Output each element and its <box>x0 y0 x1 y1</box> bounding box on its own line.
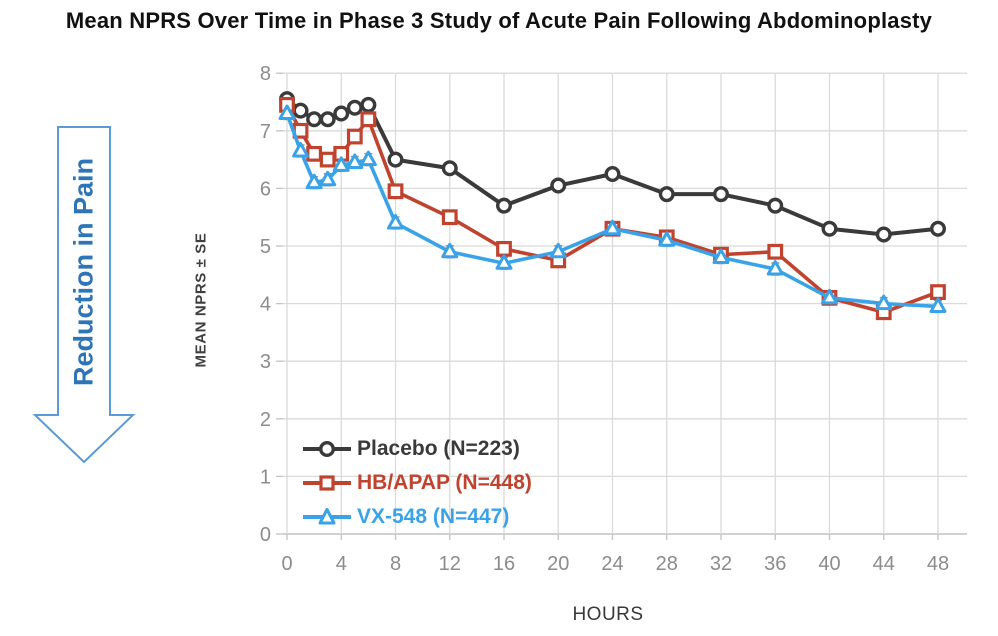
legend-item-vx548: VX-548 (N=447) <box>301 502 532 532</box>
svg-text:8: 8 <box>390 553 401 575</box>
svg-text:48: 48 <box>927 553 949 575</box>
svg-text:2: 2 <box>260 409 271 431</box>
svg-text:4: 4 <box>336 553 347 575</box>
vx548-line-triangle-icon <box>303 508 351 525</box>
svg-text:6: 6 <box>260 178 271 200</box>
hb-apap-line-square-icon <box>303 475 351 491</box>
down-arrow-icon <box>32 126 136 464</box>
svg-text:16: 16 <box>493 553 515 575</box>
svg-text:32: 32 <box>710 553 732 575</box>
x-axis-title: HOURS <box>572 604 644 625</box>
svg-text:28: 28 <box>656 553 678 575</box>
page-title: Mean NPRS Over Time in Phase 3 Study of … <box>65 8 933 33</box>
svg-text:1: 1 <box>260 466 271 488</box>
chart-legend: Placebo (N=223) HB/APAP (N=448) VX-548 (… <box>301 434 532 532</box>
legend-item-placebo: Placebo (N=223) <box>301 434 532 464</box>
legend-label-vx548: VX-548 (N=447) <box>357 505 510 528</box>
svg-text:5: 5 <box>260 236 271 258</box>
svg-text:36: 36 <box>764 553 786 575</box>
placebo-line-circle-icon <box>303 440 351 458</box>
svg-text:40: 40 <box>818 553 840 575</box>
svg-text:7: 7 <box>260 121 271 143</box>
svg-text:4: 4 <box>260 294 271 316</box>
legend-item-hb-apap: HB/APAP (N=448) <box>301 468 532 498</box>
svg-text:20: 20 <box>547 553 569 575</box>
svg-text:44: 44 <box>873 553 895 575</box>
reduction-in-pain-arrow <box>32 126 136 464</box>
svg-text:0: 0 <box>281 553 292 575</box>
legend-label-placebo: Placebo (N=223) <box>357 437 520 460</box>
svg-text:0: 0 <box>260 524 271 546</box>
svg-text:12: 12 <box>439 553 461 575</box>
legend-label-hb-apap: HB/APAP (N=448) <box>357 471 532 494</box>
svg-text:3: 3 <box>260 351 271 373</box>
svg-text:24: 24 <box>601 553 623 575</box>
svg-text:8: 8 <box>260 63 271 85</box>
